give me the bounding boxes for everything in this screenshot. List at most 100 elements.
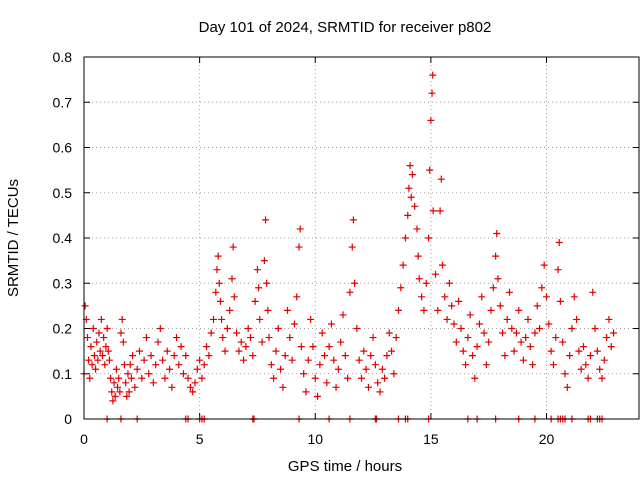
data-point	[600, 356, 608, 364]
data-point	[422, 279, 430, 287]
data-point	[115, 374, 123, 382]
data-point	[524, 315, 532, 323]
data-point	[341, 352, 349, 360]
data-point	[378, 365, 386, 373]
x-tick-label: 15	[423, 431, 439, 447]
data-point	[427, 116, 435, 124]
data-point	[471, 374, 479, 382]
data-point	[123, 392, 131, 400]
data-point	[216, 297, 224, 305]
chart-title: Day 101 of 2024, SRMTID for receiver p80…	[199, 19, 492, 36]
data-point	[142, 334, 150, 342]
data-point	[598, 374, 606, 382]
data-point	[256, 315, 264, 323]
data-point	[425, 234, 433, 242]
data-point	[258, 338, 266, 346]
data-point	[205, 352, 213, 360]
data-point	[428, 89, 436, 97]
data-point	[186, 383, 194, 391]
data-point	[100, 334, 108, 342]
data-point	[240, 356, 248, 364]
data-point	[218, 315, 226, 323]
x-axis-title: GPS time / hours	[288, 458, 402, 475]
data-point	[83, 334, 91, 342]
data-point	[426, 166, 434, 174]
data-point	[286, 334, 294, 342]
x-tick-label: 0	[80, 431, 88, 447]
data-point	[281, 352, 289, 360]
data-point	[138, 374, 146, 382]
data-point	[193, 365, 201, 373]
data-point	[450, 320, 458, 328]
data-point	[330, 356, 338, 364]
data-point	[163, 347, 171, 355]
y-tick-label: 0.3	[53, 275, 73, 291]
data-point	[506, 288, 513, 296]
data-point	[531, 329, 539, 337]
data-point	[215, 279, 223, 287]
data-point	[508, 325, 516, 332]
data-point	[369, 334, 377, 342]
data-point	[229, 243, 237, 251]
data-point	[457, 325, 465, 332]
data-point	[136, 347, 143, 355]
data-point	[213, 266, 221, 274]
data-point	[111, 392, 119, 400]
data-point	[385, 329, 393, 337]
data-point	[166, 365, 174, 373]
data-point	[152, 361, 160, 369]
data-point	[97, 315, 105, 323]
data-point	[371, 361, 379, 369]
data-point	[607, 343, 615, 351]
data-point	[107, 374, 115, 382]
data-point	[478, 293, 486, 301]
data-point	[496, 302, 504, 310]
data-point	[122, 379, 130, 387]
y-tick-label: 0.5	[53, 185, 73, 201]
data-point	[362, 365, 370, 373]
data-point	[487, 306, 495, 314]
data-point	[438, 261, 446, 269]
data-point	[337, 338, 345, 346]
y-axis-title: SRMTID / TECUs	[5, 179, 22, 297]
data-point	[554, 266, 562, 274]
x-tick-label: 5	[196, 431, 204, 447]
data-point	[355, 356, 363, 364]
data-point	[510, 347, 518, 355]
data-point	[475, 320, 483, 328]
data-point	[270, 374, 278, 382]
data-point	[436, 207, 444, 215]
data-point	[399, 261, 407, 269]
data-point	[413, 225, 421, 233]
data-point	[515, 306, 523, 314]
data-point	[593, 347, 601, 355]
data-point	[540, 261, 548, 269]
data-point	[86, 374, 94, 382]
data-point	[214, 252, 222, 260]
data-point	[374, 379, 382, 387]
data-point	[237, 338, 245, 346]
data-point	[547, 347, 555, 355]
data-point	[501, 352, 509, 360]
data-point	[493, 229, 501, 237]
data-point	[108, 388, 116, 396]
data-point	[332, 383, 340, 391]
data-point	[219, 334, 227, 342]
data-point	[173, 334, 180, 342]
data-point	[575, 347, 583, 355]
data-points	[80, 71, 618, 423]
data-point	[309, 343, 317, 351]
data-point	[159, 356, 167, 364]
data-point	[95, 329, 103, 337]
data-point	[568, 325, 576, 332]
data-point	[408, 171, 416, 179]
data-point	[133, 365, 141, 373]
data-point	[189, 388, 197, 396]
data-point	[499, 329, 507, 337]
data-point	[401, 234, 409, 242]
data-point	[212, 288, 220, 296]
data-point	[455, 297, 463, 305]
data-point	[561, 370, 569, 378]
data-point	[228, 275, 236, 283]
data-point	[90, 352, 98, 360]
